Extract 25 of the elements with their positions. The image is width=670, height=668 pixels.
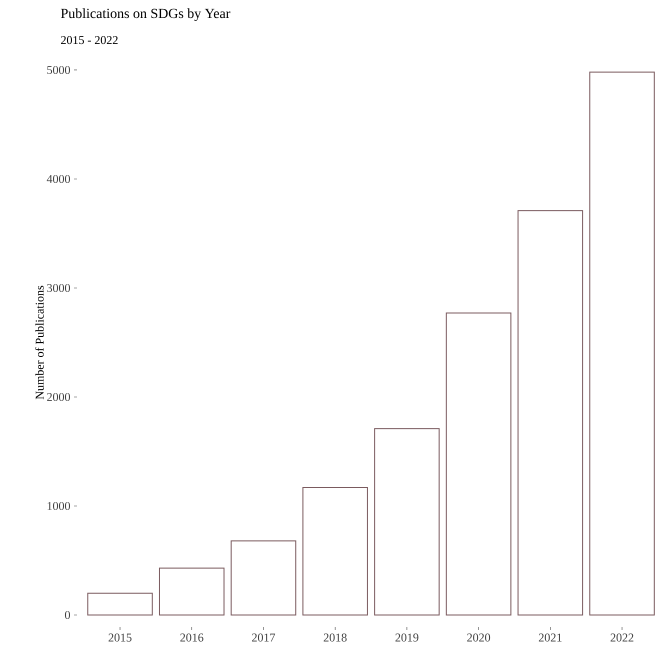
x-tick-label: 2020 [467, 634, 490, 642]
bar [446, 312, 512, 616]
bar [374, 428, 440, 616]
x-tick-label: 2018 [324, 634, 347, 642]
bar [158, 568, 225, 616]
y-tick-label: 1000 [48, 502, 70, 510]
y-tick-label: 0 [64, 610, 70, 620]
chart-title: Publications on SDGs by Year [60, 8, 230, 22]
y-axis-title: Number of Publications [35, 286, 44, 400]
x-tick-label: 2019 [395, 634, 418, 642]
bar [518, 210, 584, 616]
bar [230, 540, 296, 616]
x-tick-label: 2022 [610, 634, 634, 642]
y-tick-label: 2000 [47, 392, 70, 402]
x-tick-label: 2015 [108, 634, 132, 642]
y-tick-label: 3000 [47, 284, 70, 292]
y-tick-label: 4000 [46, 174, 70, 184]
x-tick-label: 2016 [180, 634, 204, 642]
x-tick-label: 2021 [538, 634, 562, 642]
x-tick-label: 2017 [252, 634, 276, 642]
bar [87, 592, 153, 616]
chart-subtitle: 2015 - 2022 [61, 36, 118, 44]
bar [589, 72, 655, 616]
bar [302, 486, 368, 616]
y-tick-label: 5000 [47, 66, 70, 74]
